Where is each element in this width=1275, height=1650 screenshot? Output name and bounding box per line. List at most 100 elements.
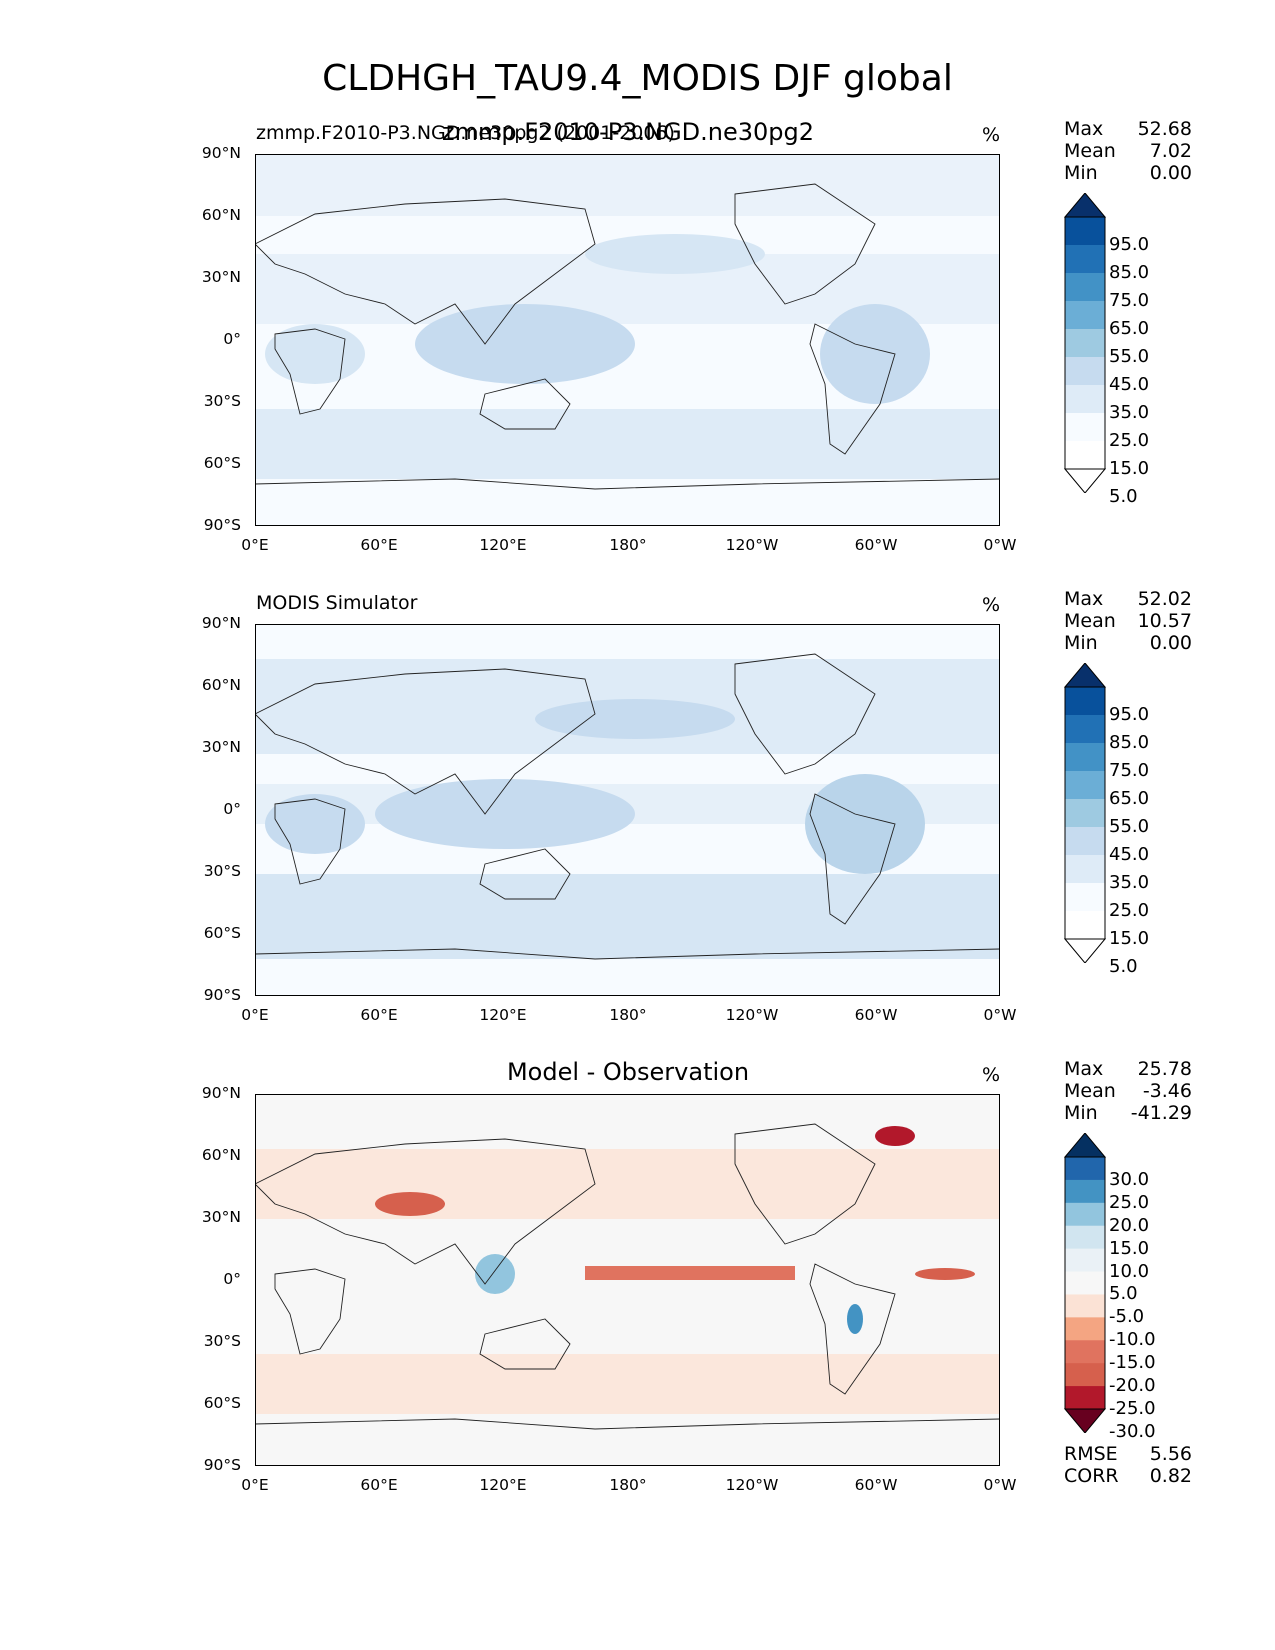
- colorbar-tick-label: 55.0: [1109, 346, 1150, 367]
- colorbar-segment: [1065, 771, 1105, 800]
- stat-mean: -3.46: [1142, 1080, 1192, 1102]
- colorbar-tick-label: 5.0: [1109, 486, 1138, 507]
- x-tick-label: 120°W: [725, 1006, 779, 1024]
- colorbar-tick-label: 45.0: [1109, 374, 1150, 395]
- colorbar-segment: [1065, 743, 1105, 772]
- field-band: [255, 409, 1000, 479]
- colorbar-segment: [1065, 687, 1105, 716]
- y-tick-label: 90°S: [203, 986, 241, 1004]
- stat-label: Min: [1064, 1102, 1098, 1124]
- field-blob: [820, 304, 930, 404]
- coastlines: [255, 1123, 1000, 1430]
- y-tick-label: 90°S: [203, 516, 241, 534]
- y-tick-label: 90°N: [201, 1084, 241, 1102]
- x-tick-label: 0°W: [983, 1476, 1017, 1494]
- figure-title: CLDHGH_TAU9.4_MODIS DJF global: [322, 58, 953, 99]
- field-band: [585, 1266, 795, 1280]
- colorbar-tick-label: 65.0: [1109, 318, 1150, 339]
- x-tick-label: 120°W: [725, 536, 779, 554]
- y-tick-label: 30°N: [201, 268, 241, 286]
- panel-units: %: [982, 594, 1001, 616]
- colorbar-segment: [1065, 1202, 1105, 1227]
- x-tick-label: 180°: [609, 1006, 647, 1024]
- y-tick-label: 60°N: [201, 676, 241, 694]
- colorbar-tick-label: -30.0: [1109, 1420, 1156, 1442]
- colorbar-tick-label: 45.0: [1109, 844, 1150, 865]
- y-tick-label: 30°S: [203, 862, 241, 880]
- colorbar-tick-label: 25.0: [1109, 900, 1150, 921]
- map-frame: [255, 624, 1000, 996]
- y-tick-label: 60°S: [203, 1394, 241, 1412]
- panel-center-title: Model - Observation: [506, 1058, 750, 1086]
- colorbar-segment: [1065, 883, 1105, 912]
- panel-left-title: zmmp.F2010-P3.NGD.ne30pg2 (2001-2006): [256, 122, 675, 144]
- coastlines: [255, 183, 1000, 490]
- field-blob: [805, 774, 925, 874]
- colorbar-tick-label: -5.0: [1109, 1306, 1145, 1328]
- field-blob: [875, 1126, 915, 1146]
- colorbar-tick-label: 95.0: [1109, 704, 1150, 725]
- stat-label: Mean: [1064, 140, 1116, 162]
- rmse-value: 5.56: [1149, 1443, 1192, 1465]
- colorbar-tick-label: -15.0: [1109, 1352, 1156, 1374]
- y-tick-label: 30°N: [201, 738, 241, 756]
- field-band: [255, 1354, 1000, 1414]
- field-blob: [265, 324, 365, 384]
- colorbar-tick-label: -25.0: [1109, 1398, 1156, 1419]
- panel-center-title: zmmp.F2010-P3.NGD.ne30pg2: [441, 118, 815, 146]
- x-tick-label: 60°E: [360, 1476, 398, 1494]
- x-tick-label: 60°W: [854, 1476, 898, 1494]
- stat-label: Max: [1064, 118, 1104, 140]
- field-blob: [265, 794, 365, 854]
- field-blob: [915, 1268, 975, 1280]
- colorbar-segment: [1065, 357, 1105, 386]
- stat-label: Max: [1064, 1058, 1104, 1080]
- colorbar-segment: [1065, 329, 1105, 358]
- stat-label: Min: [1064, 162, 1098, 184]
- field-blob: [847, 1304, 863, 1334]
- field-blob: [375, 779, 635, 849]
- x-tick-label: 120°E: [479, 536, 527, 554]
- stat-max: 25.78: [1137, 1058, 1192, 1080]
- stat-min: -41.29: [1130, 1102, 1192, 1124]
- x-tick-label: 60°W: [854, 536, 898, 554]
- colorbar-tick-label: 15.0: [1109, 458, 1150, 479]
- colorbar-tick-label: 15.0: [1109, 928, 1150, 949]
- colorbar-frame: [1064, 686, 1106, 940]
- x-tick-label: 0°E: [241, 1006, 269, 1024]
- x-tick-label: 120°W: [725, 1476, 779, 1494]
- colorbar-segment: [1065, 1157, 1105, 1181]
- colorbar-segment: [1065, 1225, 1105, 1250]
- colorbar-segment: [1065, 1363, 1105, 1387]
- colorbar-tick-label: -20.0: [1109, 1375, 1156, 1397]
- colorbar-tick-label: 5.0: [1109, 1283, 1138, 1305]
- panel-left-title: MODIS Simulator: [256, 592, 418, 614]
- colorbar-tick-label: 20.0: [1109, 1214, 1150, 1236]
- map-svg: [255, 624, 1000, 996]
- colorbar-extend-min: [1063, 938, 1107, 963]
- y-tick-label: 30°N: [201, 1208, 241, 1226]
- colorbar-segment: [1065, 1294, 1105, 1318]
- colorbar-extend-max: [1063, 1133, 1107, 1158]
- field-blob: [585, 234, 765, 274]
- corr-value: 0.82: [1149, 1465, 1192, 1487]
- colorbar-tick-label: 85.0: [1109, 262, 1150, 283]
- colorbar-segment: [1065, 413, 1105, 442]
- colorbar-tick-label: 75.0: [1109, 760, 1150, 781]
- y-tick-label: 0°: [223, 800, 241, 818]
- colorbar-tick-label: 65.0: [1109, 788, 1150, 809]
- field-band: [255, 1149, 1000, 1219]
- colorbar-tick-label: 10.0: [1109, 1260, 1150, 1282]
- colorbar-frame: [1064, 1156, 1106, 1410]
- y-tick-label: 90°N: [201, 144, 241, 162]
- colorbar-segment: [1065, 799, 1105, 828]
- colorbar-segment: [1065, 1271, 1105, 1295]
- panel-observation: MODIS Simulator % 90°N 60°N 30°N 0° 30: [0, 588, 1275, 1068]
- colorbar-segment: [1065, 385, 1105, 414]
- colorbar-tick-label: 30.0: [1109, 1168, 1150, 1190]
- colorbar-segment: [1065, 301, 1105, 330]
- map-plot: [255, 154, 1000, 526]
- colorbar-tick-label: 5.0: [1109, 956, 1138, 977]
- y-tick-label: 90°S: [203, 1456, 241, 1474]
- field-blob: [475, 1254, 515, 1294]
